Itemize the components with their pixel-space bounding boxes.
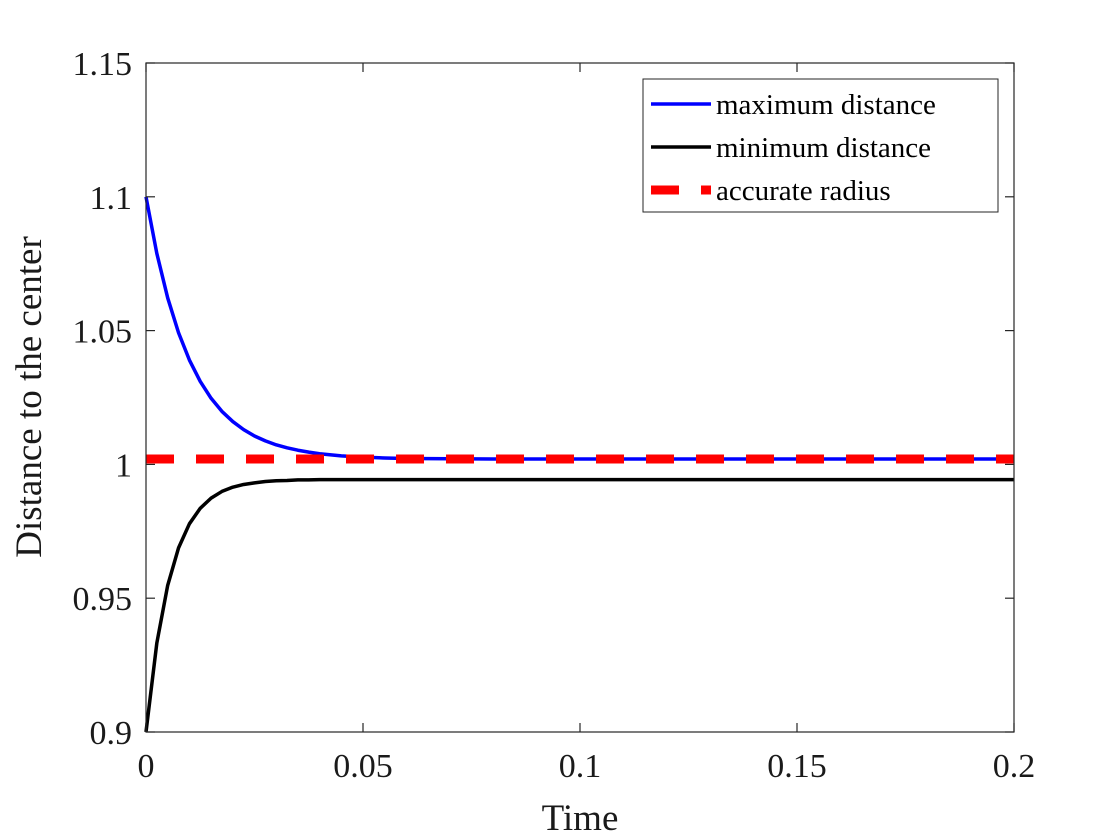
- y-tick-label: 1.05: [73, 314, 133, 351]
- y-tick-label: 0.95: [73, 581, 133, 618]
- x-tick-label: 0.1: [559, 748, 602, 785]
- series-line-maximum-distance: [144, 196, 1014, 461]
- y-tick-label: 0.9: [90, 715, 133, 752]
- series-line-minimum-distance: [144, 477, 1014, 733]
- series-layer: [144, 196, 1014, 733]
- y-tick-label: 1.15: [73, 46, 133, 83]
- legend-label-accurate-radius: accurate radius: [716, 175, 891, 207]
- x-tick-label: 0.2: [993, 748, 1036, 785]
- y-tick-label: 1: [115, 447, 132, 484]
- tick-layer: 0 0.05 0.1 0.15 0.2 0.9 0.95 1 1.05 1.1 1.15: [73, 46, 1036, 785]
- x-axis-title: Time: [542, 798, 619, 839]
- x-tick-label: 0.15: [767, 748, 827, 785]
- y-axis-title: Distance to the center: [9, 236, 50, 558]
- legend-label-maximum-distance: maximum distance: [716, 89, 936, 121]
- legend-label-minimum-distance: minimum distance: [716, 132, 931, 164]
- legend: maximum distance minimum distance accura…: [642, 78, 999, 213]
- y-tick-label: 1.1: [90, 180, 133, 217]
- x-tick-label: 0.05: [333, 748, 393, 785]
- x-tick-label: 0: [138, 748, 155, 785]
